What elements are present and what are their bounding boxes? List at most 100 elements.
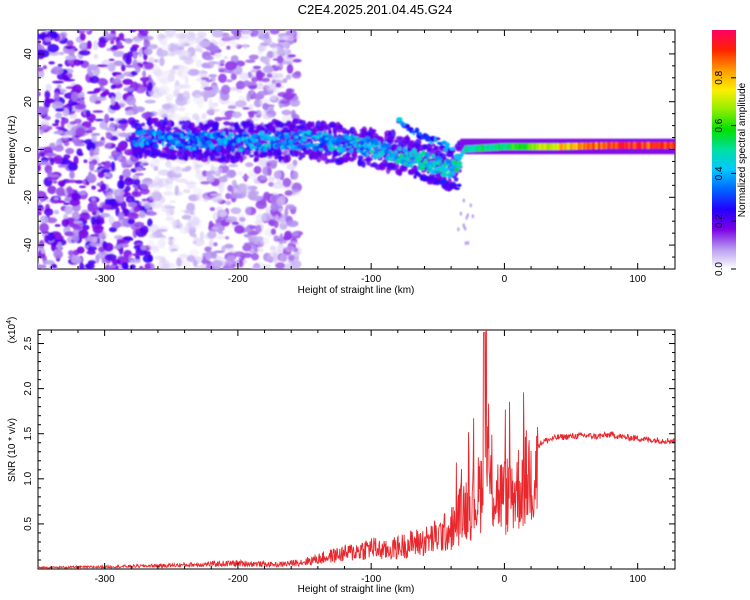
heat-band-cell [648, 142, 650, 149]
heat-cell [90, 234, 99, 237]
heat-cell [277, 55, 284, 64]
heat-band-cell [460, 152, 462, 159]
heat-cell [287, 54, 296, 58]
heat-band-cell [635, 142, 637, 149]
heat-cell [52, 123, 59, 127]
heat-band-cell [637, 142, 640, 149]
heat-cell [226, 40, 235, 45]
heat-cell [409, 169, 417, 174]
heat-cell [161, 140, 165, 147]
heat-cell [169, 200, 176, 204]
heat-cell [231, 221, 240, 226]
heat-cell [251, 253, 259, 261]
heat-cell [304, 147, 312, 155]
heat-cell [156, 49, 168, 57]
heat-cell [204, 246, 212, 252]
heat-cell [270, 202, 279, 212]
heat-band-cell [563, 143, 565, 150]
heat-cell [200, 77, 210, 81]
heat-cell [390, 129, 396, 139]
heat-cell [247, 140, 252, 143]
heat-cell [93, 54, 99, 59]
heat-band-cell [516, 143, 518, 150]
heat-cell [448, 171, 451, 175]
heat-band-cell [569, 143, 572, 150]
heat-cell [456, 183, 462, 187]
heat-band-cell [515, 143, 517, 150]
heat-cell [326, 134, 334, 139]
heat-cell [427, 156, 431, 160]
heat-cell [62, 74, 69, 81]
heat-cell [248, 85, 258, 89]
heat-cell [109, 117, 115, 122]
heat-cell [444, 142, 450, 148]
heat-cell [138, 210, 146, 218]
heat-cell [184, 259, 191, 269]
heat-cell [79, 212, 91, 221]
heat-cell [39, 223, 49, 233]
heat-cell [70, 91, 79, 102]
heat-cell [291, 231, 300, 237]
heat-cell [151, 64, 160, 75]
heat-band-cell [571, 143, 573, 150]
heat-cell [453, 177, 459, 182]
heat-band-cell [524, 143, 526, 150]
heat-cell [274, 146, 278, 149]
heat-cell [314, 146, 320, 149]
heat-cell [120, 244, 128, 248]
heat-band-cell [599, 142, 601, 150]
heat-cell [284, 134, 291, 140]
heat-band-cell [628, 142, 630, 149]
heat-cell [168, 132, 172, 136]
heat-cell [73, 138, 82, 146]
snr-scale-suffix: ) [7, 317, 18, 320]
heat-cell [120, 200, 127, 211]
heat-cell [76, 246, 85, 254]
heat-cell [63, 117, 69, 124]
heat-cell [52, 80, 64, 84]
heat-cell [50, 31, 59, 39]
heat-cell [254, 138, 259, 142]
heat-cell [412, 148, 417, 153]
heat-cell [210, 193, 222, 197]
heat-cell [217, 176, 226, 183]
heat-band-cell [531, 143, 533, 150]
heat-cell [191, 114, 198, 120]
heat-cell [160, 125, 168, 129]
heat-cell [72, 225, 83, 230]
heat-cell [234, 122, 240, 130]
heat-cell [100, 183, 107, 191]
heat-band-cell [591, 142, 593, 150]
heat-cell [227, 184, 233, 192]
heat-band-cell [465, 145, 468, 153]
heat-cell [191, 146, 197, 151]
heat-cell [97, 189, 103, 193]
heat-cell [278, 208, 284, 213]
heat-cell [139, 265, 144, 269]
heat-cell [204, 55, 214, 61]
heat-cell [59, 182, 65, 188]
heat-cell [275, 262, 286, 269]
heat-cell [298, 129, 302, 135]
heat-cell [322, 132, 328, 136]
colorbar-ticks: 0.0 0.2 0.4 0.6 0.8 [714, 70, 736, 276]
heat-cell [183, 112, 192, 116]
heat-cell [107, 265, 116, 269]
heat-band-cell [473, 145, 476, 152]
heat-cell [256, 83, 266, 90]
heat-cell [267, 167, 272, 176]
heat-cell [47, 185, 57, 195]
heat-cell [214, 250, 224, 254]
heat-cell [242, 107, 251, 110]
heat-cell [91, 197, 96, 202]
heat-cell [74, 103, 87, 110]
heat-cell [262, 102, 269, 111]
heat-cell [267, 83, 277, 93]
heat-cell [38, 201, 42, 206]
heat-cell [189, 211, 194, 215]
heat-cell [131, 132, 137, 139]
heat-cell [210, 251, 217, 259]
heat-cell [196, 144, 203, 147]
heat-band-cell [608, 142, 610, 149]
y-tick-label: 0.5 [23, 517, 34, 531]
